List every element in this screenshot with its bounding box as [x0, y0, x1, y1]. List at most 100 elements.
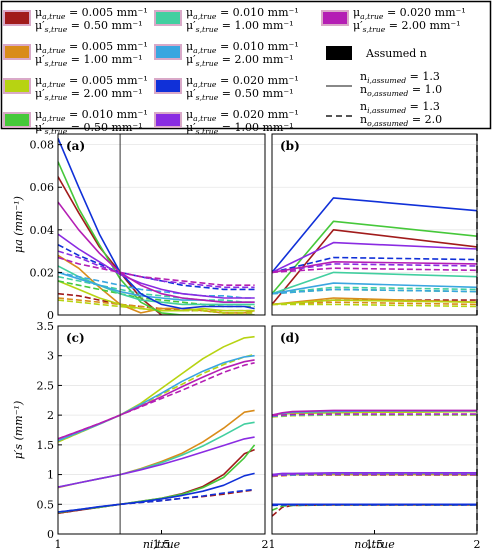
x-axis-label: no,true [354, 538, 395, 550]
axes-frame [271, 133, 478, 316]
legend-label: μ′s,true = 2.00 mm⁻¹ [186, 53, 294, 68]
series-line-dashed [272, 473, 477, 477]
legend-label: μ′s,true = 0.50 mm⁻¹ [35, 121, 143, 136]
legend-label: μa,true = 0.010 mm⁻¹ [35, 108, 148, 123]
legend: μa,true = 0.005 mm⁻¹μ′s,true = 0.50 mm⁻¹… [0, 0, 492, 136]
y-tick-label: 2 [47, 409, 54, 422]
series-line-solid [58, 472, 255, 513]
series-line-solid [272, 282, 477, 295]
x-tick-label: 1.5 [153, 538, 171, 550]
series-line-solid [272, 409, 477, 416]
legend-swatch [3, 78, 31, 94]
y-tick-label: 0 [47, 309, 54, 322]
legend-frame [0, 0, 492, 130]
legend-label: μ′s,true = 1.00 mm⁻¹ [186, 121, 294, 136]
series-line-dashed [58, 488, 255, 513]
series-line-solid [58, 137, 255, 310]
series-line-dashed [272, 256, 477, 274]
y-tick-label: 3.5 [37, 320, 55, 333]
series-line-dashed [58, 256, 255, 287]
legend-swatch [3, 44, 31, 60]
legend-label: μ′s,true = 2.00 mm⁻¹ [35, 87, 143, 102]
plot-area [272, 326, 477, 534]
legend-solid-label: no,assumed = 1.0 [360, 83, 442, 98]
series-group [58, 335, 256, 514]
series-line-dashed [272, 504, 477, 507]
legend-label: μa,true = 0.005 mm⁻¹ [35, 74, 148, 89]
legend-label: μ′s,true = 1.00 mm⁻¹ [186, 19, 294, 34]
legend-assumed-swatch [326, 46, 352, 60]
series-group [272, 409, 477, 517]
legend-label: μa,true = 0.020 mm⁻¹ [186, 74, 299, 89]
legend-label: μ′s,true = 0.50 mm⁻¹ [35, 19, 143, 34]
series-line-solid [272, 471, 477, 476]
panel-label: (d) [280, 331, 300, 345]
series-line-solid [58, 201, 255, 304]
x-axis-label: ni,true [143, 538, 181, 550]
legend-swatch [154, 112, 182, 128]
y-tick-label: 0.06 [30, 181, 55, 194]
legend-label: μa,true = 0.010 mm⁻¹ [186, 6, 299, 21]
y-tick-label: 0.04 [30, 224, 55, 237]
series-line-dashed [272, 303, 477, 308]
legend-dashed-label: ni,assumed = 1.3 [360, 100, 440, 115]
legend-label: μa,true = 0.005 mm⁻¹ [35, 40, 148, 55]
x-tick-label: 1.5 [366, 538, 384, 550]
series-line-solid [272, 197, 477, 273]
legend-assumed-label: Assumed n [365, 47, 427, 60]
legend-label: μ′s,true = 2.00 mm⁻¹ [353, 19, 461, 34]
legend-label: μa,true = 0.005 mm⁻¹ [35, 6, 148, 21]
legend-label: μa,true = 0.020 mm⁻¹ [353, 6, 466, 21]
panel-label: (b) [280, 139, 300, 153]
y-axis-label: μ′s (mm⁻¹) [12, 401, 25, 459]
x-tick-label: 1 [55, 538, 62, 550]
series-group [272, 197, 477, 308]
y-tick-label: 1.5 [37, 439, 55, 452]
series-line-dashed [58, 243, 255, 291]
axes-frame [57, 133, 266, 316]
legend-swatch [154, 44, 182, 60]
legend-swatch [154, 10, 182, 26]
y-axis-label: μa (mm⁻¹) [12, 196, 25, 253]
series-line-solid [272, 260, 477, 274]
panel-a: 0 0.02 0.04 0.06 0.08 (a) μa (mm⁻¹) [12, 133, 266, 322]
series-line-dashed [58, 250, 255, 289]
x-tick-label: 1 [269, 538, 276, 550]
series-line-solid [272, 241, 477, 274]
series-line-dashed [58, 299, 255, 314]
legend-label: μ′s,true = 1.00 mm⁻¹ [35, 53, 143, 68]
y-tick-label: 0 [47, 528, 54, 541]
y-tick-label: 1 [47, 469, 54, 482]
series-line-solid [58, 161, 255, 315]
series-line-dashed [272, 267, 477, 274]
legend-label: μa,true = 0.020 mm⁻¹ [186, 108, 299, 123]
panel-b: (b) [271, 133, 478, 316]
series-line-dashed [272, 288, 477, 295]
series-line-solid [272, 299, 477, 306]
y-tick-label: 0.08 [30, 139, 55, 152]
legend-solid-label: ni,assumed = 1.3 [360, 70, 440, 85]
legend-swatch [3, 112, 31, 128]
series-line-solid [58, 436, 255, 488]
x-tick-label: 2 [262, 538, 269, 550]
y-tick-label: 0.02 [30, 266, 55, 279]
series-group [58, 137, 255, 315]
y-tick-label: 3 [47, 350, 54, 363]
panel-label: (c) [66, 331, 85, 345]
legend-label: μ′s,true = 0.50 mm⁻¹ [186, 87, 294, 102]
legend-swatch [321, 10, 349, 26]
legend-dashed-label: no,assumed = 2.0 [360, 113, 442, 128]
y-tick-label: 2.5 [37, 379, 55, 392]
legend-swatch [3, 10, 31, 26]
series-line-dashed [58, 362, 255, 440]
panel-label: (a) [66, 139, 85, 153]
series-line-solid [272, 229, 477, 305]
series-line-solid [272, 271, 477, 295]
series-line-solid [58, 233, 255, 299]
series-line-dashed [58, 275, 255, 304]
series-line-solid [58, 176, 255, 315]
y-tick-label: 0.5 [37, 498, 55, 511]
x-tick-label: 2 [474, 538, 481, 550]
legend-swatch [154, 78, 182, 94]
